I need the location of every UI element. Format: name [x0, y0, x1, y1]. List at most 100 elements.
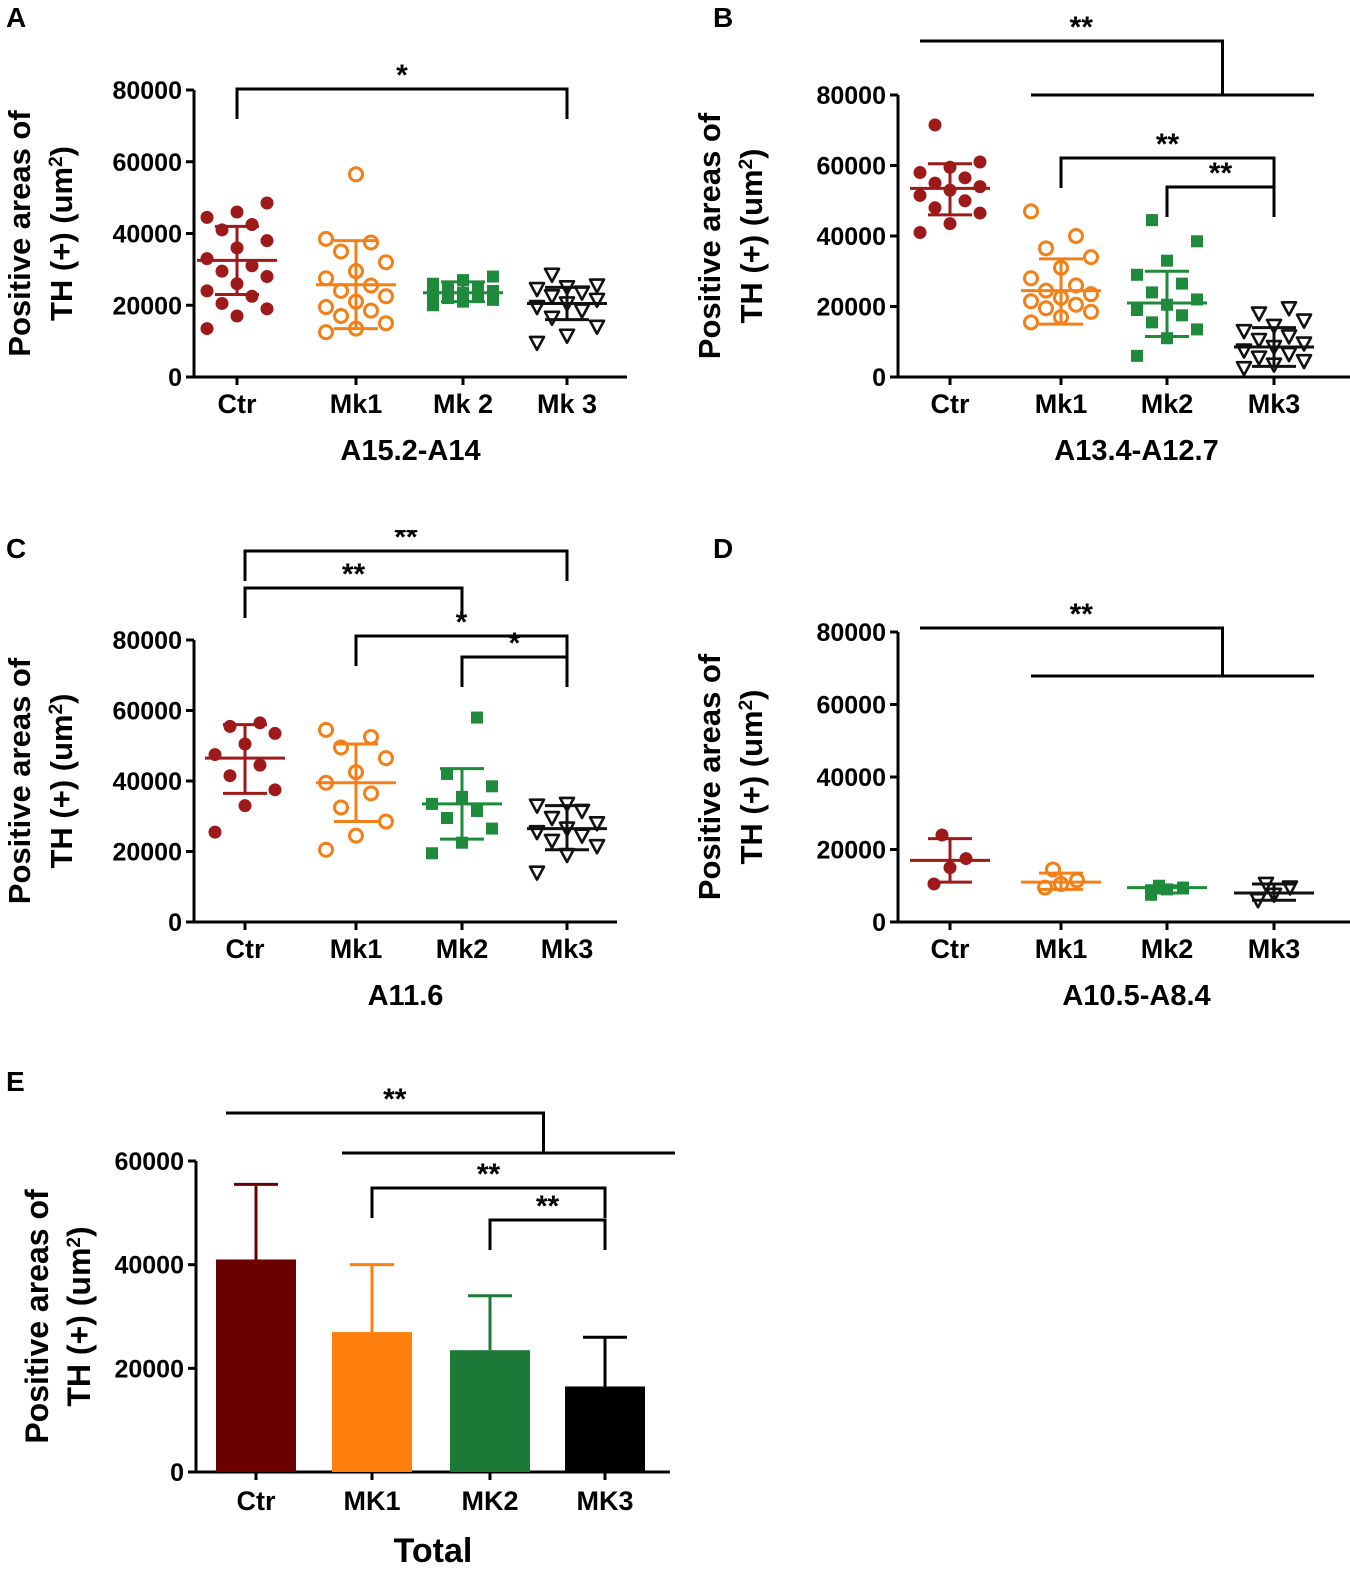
- data-point: [528, 865, 546, 881]
- significance-bracket: [370, 1186, 607, 1218]
- data-point: [943, 217, 957, 231]
- data-point: [1023, 203, 1039, 220]
- data-point: [543, 288, 561, 305]
- data-point: [1023, 270, 1039, 287]
- data-point: [253, 758, 267, 772]
- data-point: [927, 877, 941, 891]
- y-axis-label-superscript: 2: [736, 700, 757, 711]
- data-point: [1023, 293, 1039, 310]
- data-point: [318, 841, 334, 858]
- y-axis-label-text: TH (+) (um: [44, 714, 79, 868]
- data-point: [441, 767, 453, 780]
- y-tick-label: 80000: [112, 627, 182, 655]
- y-tick-label: 40000: [816, 223, 886, 251]
- data-point: [973, 155, 987, 169]
- data-point: [543, 833, 561, 850]
- y-tick-label: 20000: [112, 292, 182, 320]
- x-tick-label: Mk 3: [537, 389, 597, 419]
- x-tick-label: Ctr: [237, 1486, 276, 1516]
- data-point: [253, 716, 267, 730]
- x-tick-label: MK2: [461, 1486, 518, 1516]
- data-point: [528, 281, 546, 298]
- data-point: [230, 205, 244, 219]
- data-point: [260, 302, 274, 316]
- data-point: [1131, 304, 1143, 317]
- significance-label: *: [396, 59, 408, 92]
- data-point: [333, 243, 349, 260]
- data-point: [245, 259, 259, 273]
- data-point: [1176, 277, 1188, 290]
- data-point: [215, 296, 229, 310]
- data-point: [1295, 353, 1313, 370]
- y-axis-label-end: ): [734, 148, 769, 158]
- y-axis-title: Positive areas of TH (+) (um2): [692, 653, 769, 900]
- data-point: [348, 166, 364, 183]
- y-axis-title: Positive areas of TH (+) (um2): [19, 1189, 97, 1444]
- group-bracket-upper: [226, 1111, 545, 1153]
- data-point: [1038, 300, 1054, 317]
- y-tick-label: 40000: [112, 221, 182, 249]
- data-point: [1280, 346, 1298, 363]
- chart-panel-d: Positive areas of TH (+) (um2) 0 20000 40000…: [692, 598, 1350, 1012]
- x-tick-label: Mk1: [1035, 389, 1088, 419]
- chart-panel-b: Positive areas of TH (+) (um2) 0 20000 40000…: [692, 11, 1350, 467]
- data-point: [543, 267, 561, 284]
- y-tick-label: 40000: [816, 764, 886, 792]
- significance-label: **: [394, 530, 418, 554]
- x-tick-label: Mk3: [1248, 934, 1301, 964]
- significance-label: *: [456, 606, 468, 639]
- data-point: [543, 810, 561, 827]
- data-point: [260, 196, 274, 210]
- x-axis-title: A15.2-A14: [340, 435, 480, 467]
- x-tick-label: Ctr: [226, 934, 265, 964]
- x-tick-label: Mk 2: [433, 389, 493, 419]
- data-point: [528, 798, 546, 814]
- data-point: [333, 282, 349, 299]
- bar: [565, 1386, 645, 1472]
- y-tick-label: 20000: [816, 837, 886, 865]
- data-point: [1023, 314, 1039, 331]
- data-point: [928, 201, 942, 215]
- y-axis-label-end: ): [734, 689, 769, 699]
- y-axis-label-line1: Positive areas of: [2, 110, 37, 357]
- data-point: [215, 264, 229, 278]
- bar: [450, 1350, 530, 1472]
- panel-label-a: A: [6, 2, 27, 33]
- y-axis-label-line1: Positive areas of: [2, 657, 37, 904]
- data-point: [1295, 313, 1313, 329]
- x-tick-label: Ctr: [218, 389, 257, 419]
- data-point: [1191, 323, 1203, 336]
- data-point: [1191, 235, 1203, 248]
- y-axis-label-line2: TH (+) (um2): [734, 148, 769, 323]
- y-axis-label-superscript: 2: [64, 1237, 85, 1248]
- y-tick-label: 60000: [112, 698, 182, 726]
- significance-bracket: [243, 586, 464, 618]
- x-tick-label: Mk1: [1035, 934, 1088, 964]
- data-point: [1161, 254, 1173, 267]
- data-point: [363, 728, 379, 745]
- y-axis-label-line1: Positive areas of: [692, 112, 727, 359]
- data-point: [1083, 303, 1099, 320]
- x-tick-label: Mk1: [330, 934, 383, 964]
- data-point: [486, 822, 498, 835]
- data-point: [223, 769, 237, 783]
- bar: [216, 1259, 296, 1472]
- data-point: [318, 721, 334, 738]
- y-axis-label-line2: TH (+) (um2): [44, 693, 79, 868]
- data-point: [958, 194, 972, 208]
- data-point: [318, 230, 334, 247]
- y-tick-label: 60000: [114, 1148, 184, 1176]
- y-axis-title: Positive areas of TH (+) (um2): [2, 657, 79, 904]
- data-point: [200, 252, 214, 266]
- data-point: [913, 225, 927, 239]
- data-point: [588, 292, 606, 309]
- data-point: [426, 847, 438, 860]
- significance-label: **: [1070, 11, 1094, 44]
- data-point: [441, 812, 453, 825]
- y-tick-label: 60000: [816, 153, 886, 181]
- data-point: [1146, 214, 1158, 227]
- significance-label: **: [1070, 598, 1094, 631]
- y-tick-label: 80000: [816, 619, 886, 647]
- x-tick-label: MK1: [343, 1486, 400, 1516]
- y-axis-label-superscript: 2: [46, 704, 67, 715]
